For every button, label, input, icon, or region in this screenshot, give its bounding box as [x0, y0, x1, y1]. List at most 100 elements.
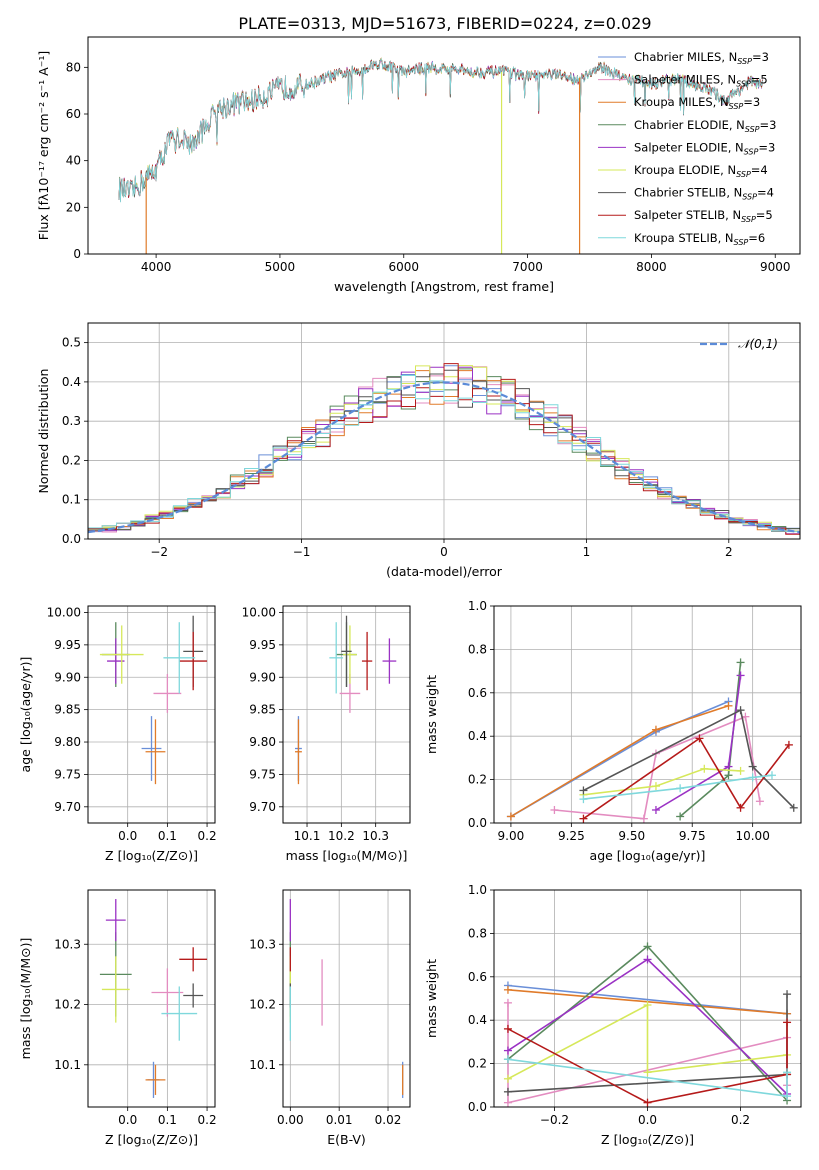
plot-area — [289, 899, 404, 1098]
y-tick-label: 0 — [73, 247, 81, 261]
weight-marker — [503, 1046, 512, 1055]
weight-line-chabrier-stelib — [583, 709, 795, 809]
y-tick-label: 9.85 — [249, 703, 276, 717]
legend-label-salpeter-stelib: Salpeter STELIB, NSSP=5 — [634, 208, 773, 224]
weight-marker — [736, 706, 745, 715]
weight-marker — [724, 771, 733, 780]
weight-marker — [503, 1074, 512, 1083]
x-tick-label: 0.1 — [158, 829, 177, 843]
x-tick-label: 2 — [725, 545, 733, 559]
errorbar-salpeter-stelib — [361, 631, 373, 691]
x-tick-label: 4000 — [141, 260, 172, 274]
subscript: SSP — [741, 215, 756, 224]
y-tick-label: 9.80 — [249, 735, 276, 749]
weight-marker — [503, 1024, 512, 1033]
weight-marker — [639, 814, 648, 823]
errorbar-kroupa-elodie — [99, 625, 144, 684]
weight-marker — [503, 998, 512, 1007]
spectrum-line-kroupa-stelib — [118, 57, 763, 203]
y-tick-label: 80 — [66, 60, 81, 74]
errorbar-kroupa-stelib — [163, 622, 196, 694]
weight-marker — [503, 1098, 512, 1107]
y-tick-label: 0.1 — [62, 493, 81, 507]
weight-line-kroupa-elodie — [507, 1003, 788, 1080]
y-tick-label: 9.80 — [54, 735, 81, 749]
errorbar-kroupa-elodie — [343, 625, 357, 684]
x-tick-label: 8000 — [636, 260, 667, 274]
weight-marker — [755, 797, 764, 806]
y-tick-label: 0.6 — [468, 686, 487, 700]
weight-marker — [736, 658, 745, 667]
weight-marker — [767, 771, 776, 780]
errorbar-chabrier-stelib — [183, 983, 204, 1008]
weight-marker — [503, 1055, 512, 1064]
errorbar-chabrier-miles — [141, 716, 162, 781]
y-tick-label: 9.90 — [54, 670, 81, 684]
y-tick-label: 0.0 — [468, 816, 487, 830]
x-tick-label: −2 — [150, 545, 168, 559]
weight-marker — [736, 803, 745, 812]
legend-value: =5 — [751, 73, 768, 87]
subscript: SSP — [734, 238, 749, 247]
x-tick-label: 0.0 — [118, 1113, 137, 1127]
legend-label-chabrier-stelib: Chabrier STELIB, NSSP=4 — [634, 186, 774, 202]
x-tick-label: 1 — [583, 545, 591, 559]
x-axis-label: E(B-V) — [327, 1132, 366, 1147]
legend-label-chabrier-miles: Chabrier MILES, NSSP=3 — [634, 50, 769, 66]
y-tick-label: 0.3 — [62, 414, 81, 428]
weight-marker — [643, 1068, 652, 1077]
x-tick-label: 0.02 — [375, 1113, 402, 1127]
weight-marker — [643, 1098, 652, 1107]
x-tick-label: 10.2 — [328, 829, 355, 843]
y-tick-label: 0.8 — [468, 926, 487, 940]
weight-line-salpeter-stelib — [582, 737, 790, 820]
y-tick-label: 9.70 — [249, 800, 276, 814]
weight-marker — [503, 1087, 512, 1096]
plot-area — [99, 899, 208, 1098]
y-tick-label: 60 — [66, 107, 81, 121]
legend-value: =5 — [756, 208, 773, 222]
legend-value: =3 — [752, 50, 769, 64]
weight-marker — [724, 701, 733, 710]
x-axis-label: Z [log₁₀(Z/Z⊙)] — [601, 1132, 694, 1147]
subscript: SSP — [744, 147, 759, 156]
weight-marker — [643, 955, 652, 964]
panel-mass-vs-Z: 0.0 0.1 0.2 10.1 10.2 10.3 Z [log₁₀(Z/Z⊙)] mass… — [18, 889, 217, 1147]
plots: 4000 5000 6000 7000 8000 9000020406080wavelen… — [18, 36, 802, 1147]
x-tick-label: 9.25 — [558, 829, 585, 843]
weight-marker — [783, 1068, 792, 1077]
errorbar-kroupa-miles — [295, 719, 302, 785]
legend-label-normal: 𝒩(0,1) — [738, 337, 778, 351]
x-tick-label: 5000 — [265, 260, 296, 274]
x-axis-label: age [log₁₀(age/yr)] — [590, 848, 706, 863]
weight-marker — [784, 740, 793, 749]
axes-frame — [282, 889, 411, 1108]
x-tick-label: 9.00 — [498, 829, 525, 843]
y-axis-label: age [log₁₀(age/yr)] — [18, 657, 33, 773]
axes-frame — [87, 889, 216, 1108]
plot-area — [118, 57, 763, 254]
y-tick-label: 10.2 — [54, 998, 81, 1012]
x-axis-label: Z [log₁₀(Z/Z⊙)] — [105, 1132, 198, 1147]
legend-value: =4 — [751, 163, 768, 177]
y-tick-label: 10.00 — [242, 605, 276, 619]
x-tick-label: 9.50 — [618, 829, 645, 843]
legend-value: =4 — [757, 186, 774, 200]
errorbar-salpeter-elodie — [105, 899, 126, 942]
errorbar-kroupa-elodie — [101, 956, 130, 1023]
errorbar-chabrier-stelib — [341, 615, 352, 687]
y-tick-label: 9.70 — [54, 800, 81, 814]
y-axis-label: mass [log₁₀(M/M⊙)] — [18, 938, 33, 1060]
y-tick-label: 9.95 — [249, 638, 276, 652]
x-tick-label: 9000 — [760, 260, 791, 274]
errorbar-salpeter-stelib — [179, 947, 208, 972]
y-tick-label: 9.90 — [249, 670, 276, 684]
subscript: SSP — [736, 170, 751, 179]
weight-marker — [579, 786, 588, 795]
y-tick-label: 0.6 — [468, 970, 487, 984]
weight-line-kroupa-elodie — [583, 767, 741, 796]
legend-value: =6 — [748, 231, 765, 245]
plot-area — [506, 658, 798, 823]
x-axis-label: wavelength [Angstrom, rest frame] — [334, 279, 554, 294]
x-tick-label: 10.1 — [294, 829, 321, 843]
